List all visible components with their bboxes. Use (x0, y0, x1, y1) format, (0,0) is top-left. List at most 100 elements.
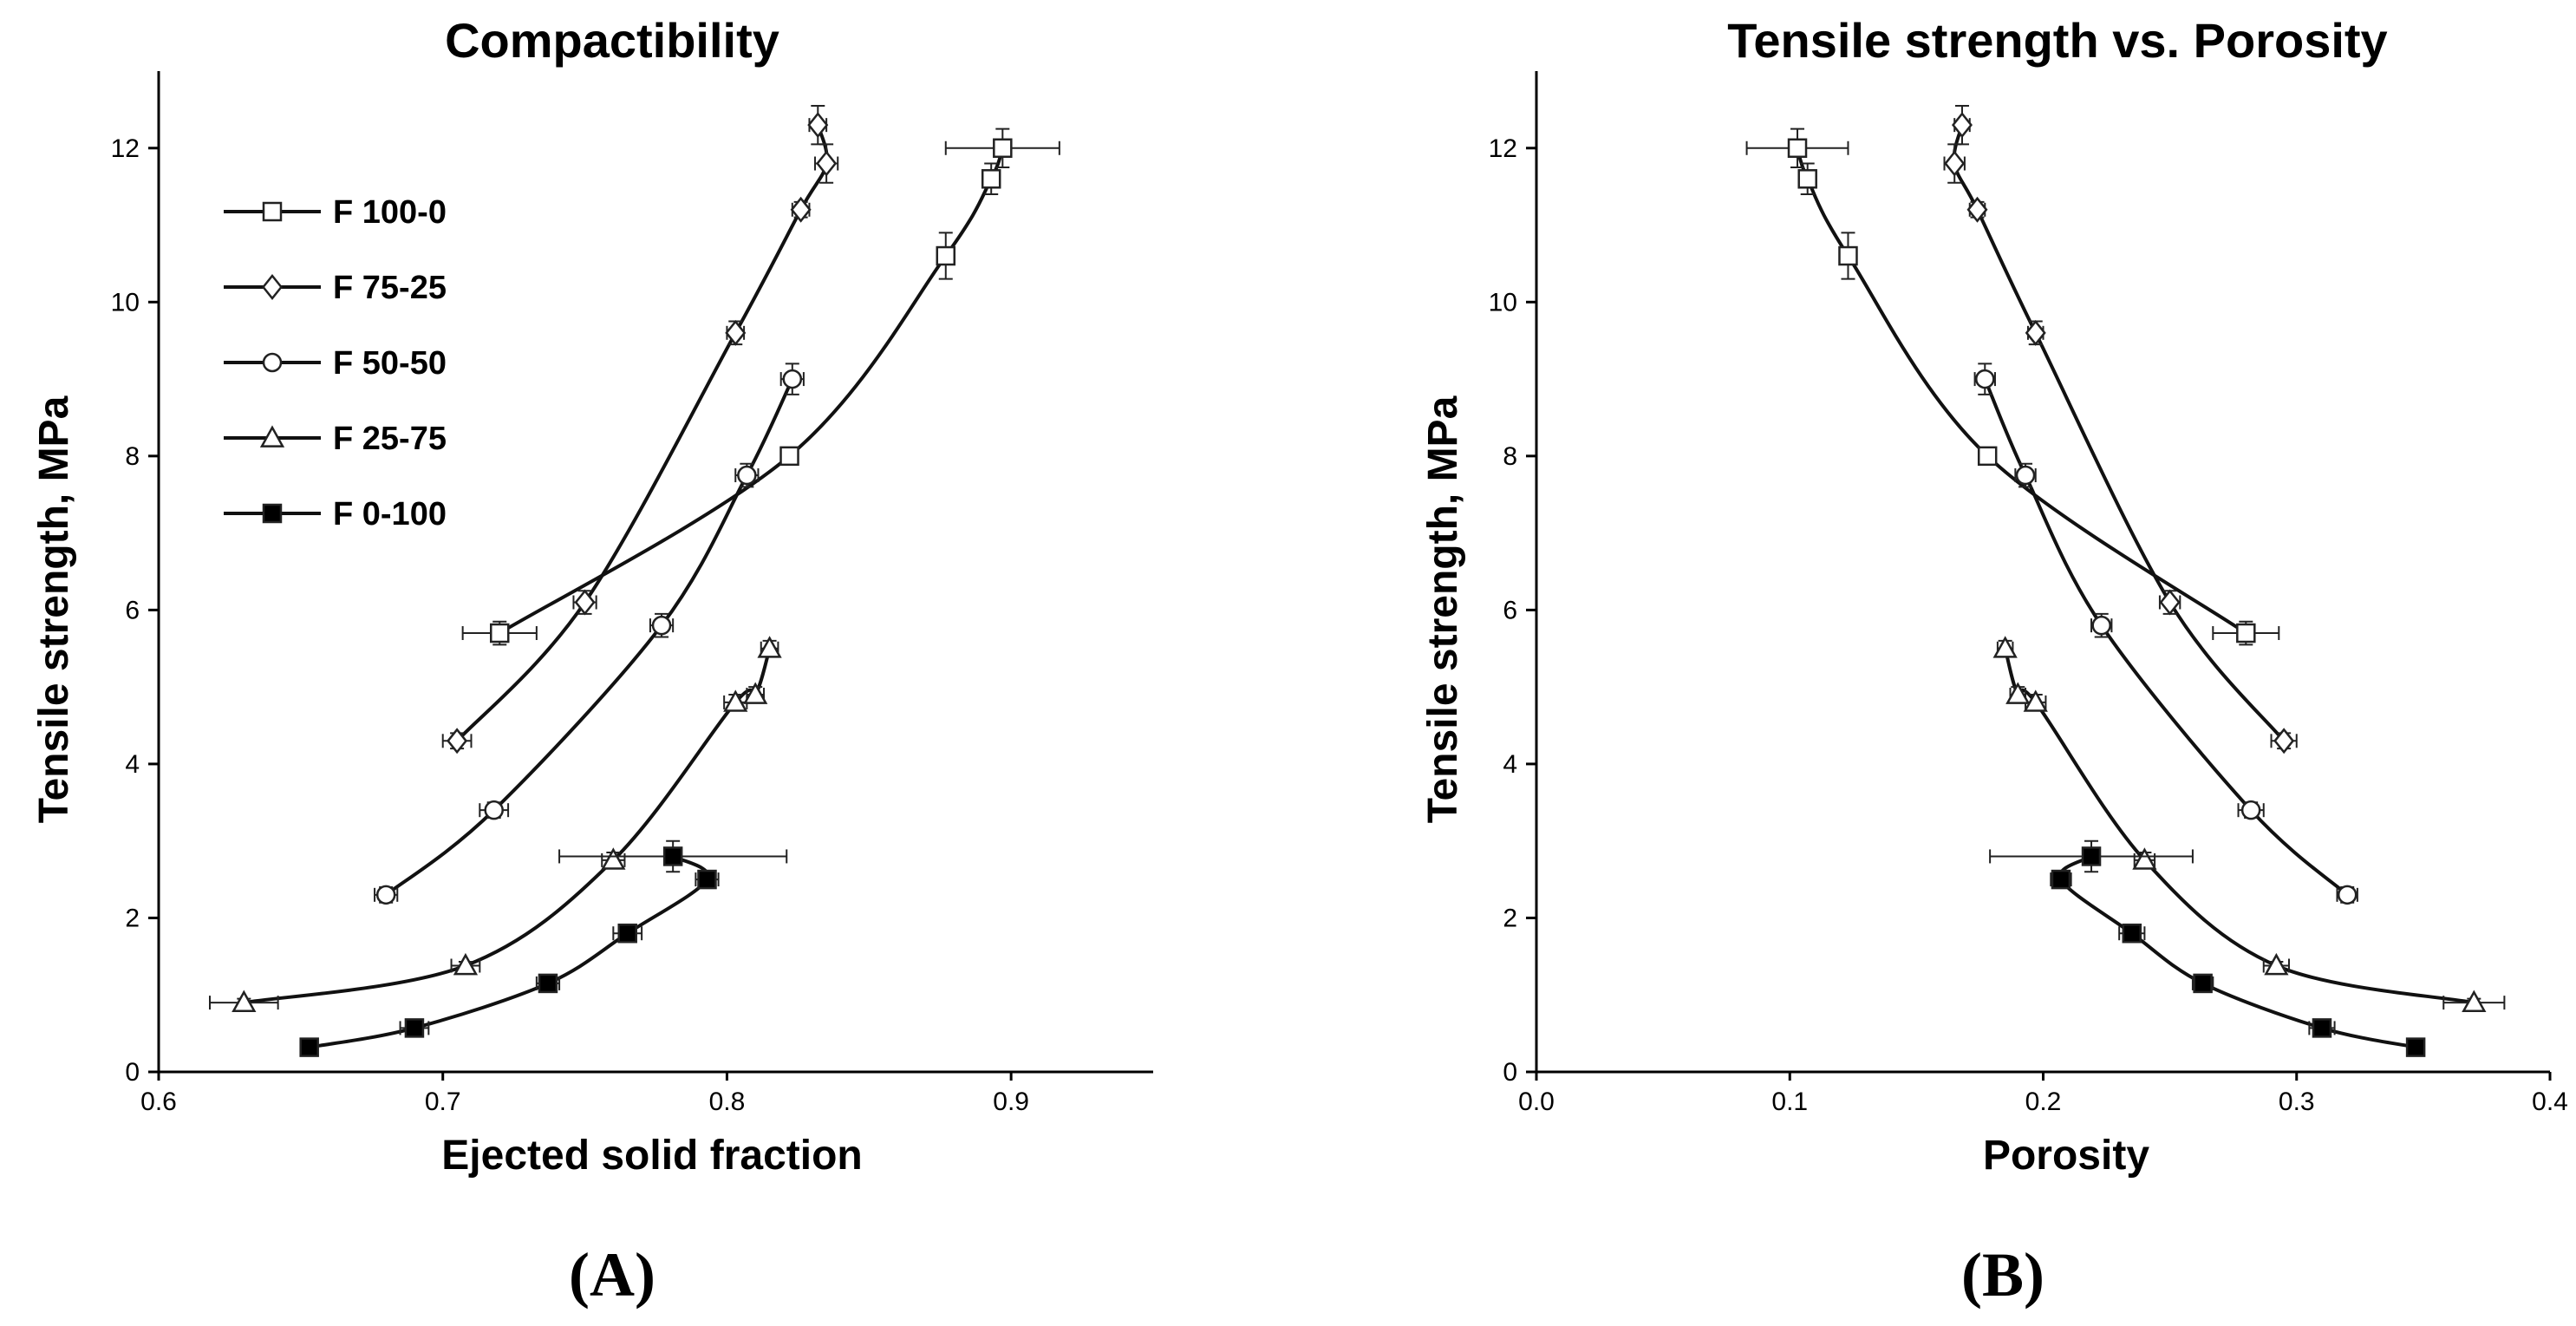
chart-a-y-tick-label: 2 (125, 904, 140, 932)
chart-a-data-point (723, 689, 748, 712)
chart-b-y-tick-label: 10 (1489, 288, 1517, 317)
chart-a-data-point (662, 846, 683, 866)
chart-a-series-f-0-100 (299, 839, 788, 1057)
chart-a-data-point (490, 623, 510, 643)
chart-b-data-point (2005, 682, 2031, 704)
chart-a-series-f-25-75 (208, 636, 782, 1012)
chart-b-data-point (2240, 800, 2261, 820)
chart-a-ylabel: Tensile strength, MPa (31, 395, 77, 823)
chart-b-data-point (2236, 623, 2256, 643)
chart-b-series-f-75-25 (1943, 104, 2298, 754)
chart-a-data-point (981, 169, 1001, 189)
legend-label: F 50-50 (333, 345, 447, 382)
chart-b-data-point (1838, 245, 1858, 266)
chart-b-data-point (2015, 465, 2036, 486)
chart-a-data-point (779, 446, 799, 467)
chart-a-y-tick-label: 8 (125, 442, 140, 471)
chart-b-y-tick-label: 0 (1503, 1058, 1517, 1087)
chart-a-data-point (375, 885, 396, 905)
legend-marker (259, 425, 285, 447)
chart-b-panel-label: (B) (1961, 1240, 2044, 1310)
legend-item-f-50-50: F 50-50 (224, 345, 447, 382)
chart-b-series-f-25-75 (1992, 636, 2506, 1012)
chart-b-series-line (1983, 378, 2349, 897)
chart-a-data-point (484, 800, 504, 820)
chart-b-data-point (2091, 615, 2111, 636)
chart-a-data-point (725, 319, 747, 346)
chart-b-y-tick-label: 12 (1489, 134, 1517, 163)
chart-b-x-tick-label: 0.1 (1771, 1088, 1808, 1116)
legend-item-f-75-25: F 75-25 (224, 270, 447, 306)
chart-b-series-f-50-50 (1973, 363, 2358, 905)
chart-b-y-tick-label: 4 (1503, 750, 1517, 779)
chart-a-x-tick-label: 0.8 (709, 1088, 746, 1116)
chart-b-data-point (2025, 319, 2046, 346)
legend-label: F 25-75 (333, 421, 447, 457)
chart-a-y-tick-label: 6 (125, 596, 140, 624)
chart-a-data-point (816, 150, 838, 177)
chart-b-ylabel: Tensile strength, MPa (1420, 395, 1466, 823)
chart-b-data-point (2159, 589, 2181, 616)
chart-a-data-point (601, 847, 626, 870)
chart-a-data-point (993, 138, 1013, 159)
chart-b-data-point (2193, 973, 2213, 994)
chart-a-data-point (651, 615, 672, 636)
chart-a-data-point (447, 728, 468, 754)
chart-b-data-point (1966, 196, 1988, 223)
chart-a-data-point (807, 112, 829, 139)
chart-a-x-tick-label: 0.6 (140, 1088, 177, 1116)
legend-label: F 75-25 (333, 270, 447, 306)
chart-a-legend: F 100-0 F 75-25 F 50-50 F 25-75 F 0-100 (224, 194, 447, 532)
chart-a-x-tick-label: 0.7 (425, 1088, 461, 1116)
chart-b-data-point (1992, 636, 2018, 658)
chart-a-series-f-50-50 (374, 363, 805, 905)
chart-b-y-tick-label: 2 (1503, 904, 1517, 932)
chart-a-data-point (936, 245, 956, 266)
chart-a-data-point (538, 973, 558, 994)
chart-b-data-point (2132, 847, 2157, 870)
chart-a-y-tick-label: 10 (111, 288, 140, 317)
chart-b-x-tick-label: 0.2 (2025, 1088, 2062, 1116)
chart-a-data-point (453, 952, 479, 976)
chart-a-x-tick-label: 0.9 (993, 1088, 1029, 1116)
chart-a-series-f-75-25 (441, 104, 839, 754)
chart-b-data-point (2273, 728, 2295, 754)
chart-a-data-point (737, 465, 757, 486)
chart-a-panel-label: (A) (569, 1240, 655, 1310)
chart-a-data-point (757, 636, 782, 658)
chart-b-data-point (1944, 150, 1966, 177)
legend-marker (262, 503, 283, 524)
chart-b-data-point (1977, 446, 1998, 467)
chart-b-series-f-100-0 (1745, 127, 2280, 646)
chart-a-y-tick-label: 0 (125, 1058, 140, 1087)
chart-a: Compactibility Tensile strength, MPa Eje… (31, 13, 1153, 1310)
chart-b-x-tick-label: 0.3 (2279, 1088, 2315, 1116)
chart-b-y-tick-label: 6 (1503, 596, 1517, 624)
chart-b-xlabel: Porosity (1983, 1133, 2149, 1179)
chart-a-axes: 0.6 0.7 0.8 0.9 0 2 4 6 8 10 12 (111, 71, 1153, 1116)
legend-label: F 0-100 (333, 496, 447, 532)
legend-item-f-100-0: F 100-0 (224, 194, 447, 231)
chart-b-data-point (2312, 1018, 2332, 1038)
chart-a-title: Compactibility (445, 13, 779, 68)
chart-a-series-group (208, 104, 1060, 1057)
chart-b-data-point (1787, 138, 1808, 159)
chart-b-data-point (2264, 952, 2289, 976)
legend-marker (262, 352, 283, 373)
chart-a-data-point (574, 589, 596, 616)
chart-b-data-point (2405, 1037, 2426, 1057)
chart-b-data-point (2051, 869, 2071, 890)
chart-b-data-point (2122, 923, 2142, 944)
chart-b-x-tick-label: 0.0 (1518, 1088, 1555, 1116)
chart-b-series-group (1745, 104, 2506, 1057)
chart-a-y-tick-label: 12 (111, 134, 140, 163)
chart-b-data-point (2337, 885, 2358, 905)
chart-b-series-f-0-100 (1989, 839, 2426, 1057)
chart-b-data-point (2023, 689, 2048, 712)
chart-b-title: Tensile strength vs. Porosity (1727, 13, 2387, 68)
chart-b-data-point (1975, 369, 1995, 389)
chart-a-series-f-100-0 (461, 127, 1060, 646)
chart-b-data-point (2081, 846, 2102, 866)
legend-marker (261, 273, 284, 301)
